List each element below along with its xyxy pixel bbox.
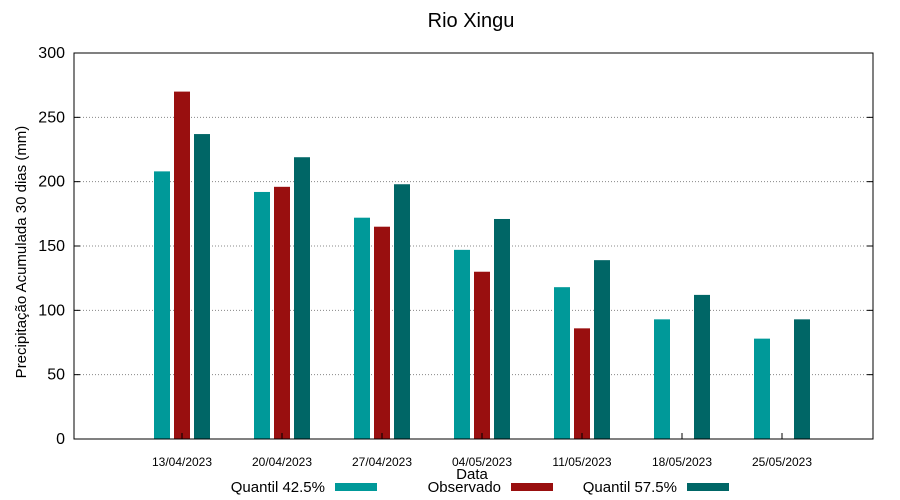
y-tick-label: 0 [56, 431, 65, 448]
bar [794, 319, 810, 439]
bar [574, 328, 590, 439]
x-tick-label: 11/05/2023 [552, 455, 611, 469]
x-tick-label: 20/04/2023 [252, 455, 312, 469]
x-tick-label: 13/04/2023 [152, 455, 212, 469]
bar [194, 134, 210, 439]
y-tick-label: 50 [47, 367, 65, 384]
y-tick-label: 150 [38, 238, 65, 255]
bar [654, 319, 670, 439]
x-tick-label: 27/04/2023 [352, 455, 412, 469]
legend-label: Observado [428, 479, 501, 496]
bar [554, 287, 570, 439]
x-tick-label: 04/05/2023 [452, 455, 512, 469]
x-axis-ticks: 13/04/2023 20/04/2023 27/04/2023 04/05/2023… [152, 433, 812, 469]
x-tick-label: 25/05/2023 [752, 455, 812, 469]
chart-title: Rio Xingu [428, 10, 515, 32]
bar [694, 294, 710, 439]
bar [274, 186, 290, 439]
legend-swatch [511, 483, 553, 491]
bar [394, 184, 410, 439]
y-tick-label: 250 [38, 109, 65, 126]
legend: Quantil 42.5% Observado Quantil 57.5% [231, 479, 729, 496]
bar [754, 338, 770, 439]
legend-swatch [687, 483, 729, 491]
bar [374, 226, 390, 439]
grid [74, 116, 873, 376]
legend-swatch [335, 483, 377, 491]
legend-label: Quantil 57.5% [583, 479, 677, 496]
bar [174, 91, 190, 439]
bar [494, 218, 510, 439]
bar [254, 191, 270, 439]
y-tick-label: 200 [38, 174, 65, 191]
bar [154, 171, 170, 439]
x-axis-label: Data [456, 466, 488, 483]
y-axis-ticks: 0 50 100 150 200 250 300 [38, 45, 873, 448]
bar [454, 249, 470, 439]
bar [294, 157, 310, 439]
bars [154, 91, 810, 439]
y-axis-label: Precipitação Acumulada 30 dias (mm) [13, 126, 30, 379]
bar [474, 271, 490, 439]
x-tick-label: 18/05/2023 [652, 455, 712, 469]
legend-label: Quantil 42.5% [231, 479, 325, 496]
bar [594, 260, 610, 439]
y-tick-label: 300 [38, 45, 65, 62]
bar [354, 217, 370, 439]
y-tick-label: 100 [38, 302, 65, 319]
